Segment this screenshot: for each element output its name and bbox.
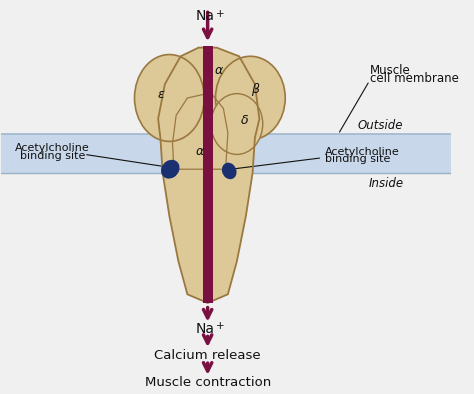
Text: binding site: binding site (20, 151, 85, 161)
Bar (203, 46, 212, 303)
Text: Acetylcholine: Acetylcholine (15, 143, 90, 153)
Text: α: α (195, 145, 204, 158)
Text: Outside: Outside (358, 119, 403, 132)
Text: cell membrane: cell membrane (370, 72, 458, 85)
Ellipse shape (211, 94, 263, 154)
Text: Inside: Inside (368, 177, 403, 190)
Ellipse shape (161, 160, 180, 178)
Ellipse shape (135, 54, 204, 141)
Text: Na: Na (196, 9, 215, 23)
Text: Muscle contraction: Muscle contraction (145, 376, 271, 389)
Text: binding site: binding site (325, 154, 390, 164)
Text: Calcium release: Calcium release (155, 349, 261, 362)
Text: Na: Na (196, 322, 215, 336)
Text: α: α (215, 64, 223, 77)
Polygon shape (160, 133, 255, 303)
Polygon shape (158, 48, 259, 138)
Text: ε: ε (157, 88, 164, 101)
Text: δ: δ (241, 114, 248, 127)
Text: Acetylcholine: Acetylcholine (325, 147, 399, 157)
Text: +: + (216, 321, 224, 331)
Ellipse shape (216, 56, 285, 139)
Text: Muscle: Muscle (370, 64, 410, 77)
Text: +: + (216, 9, 224, 19)
Ellipse shape (222, 163, 237, 179)
Text: β: β (251, 83, 259, 96)
Bar (0, 134, 451, 173)
